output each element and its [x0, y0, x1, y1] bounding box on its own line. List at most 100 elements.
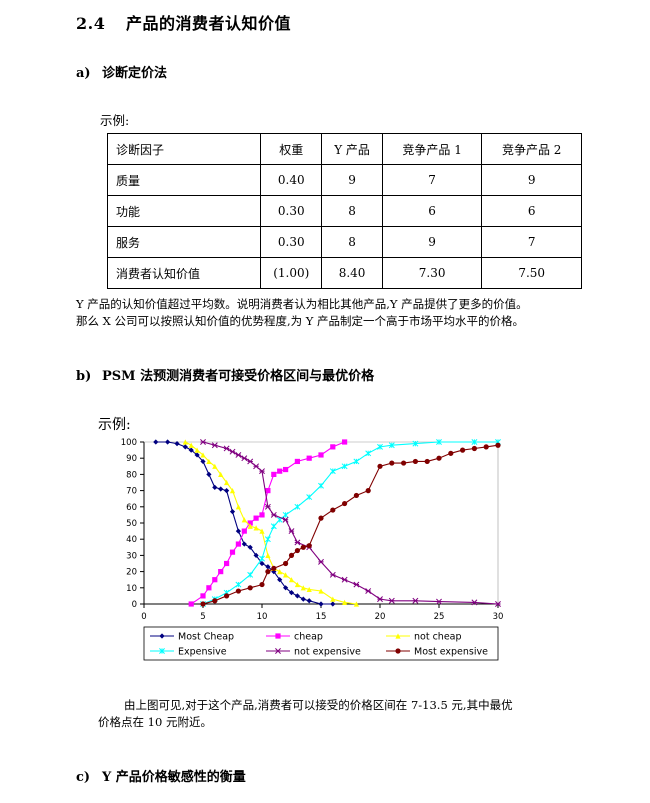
subsection-a-title: 诊断定价法	[102, 66, 168, 81]
section-number: 2.4	[76, 14, 106, 33]
data-point	[283, 560, 289, 567]
data-point	[330, 444, 336, 450]
example-label-b: 示例:	[98, 417, 131, 433]
y-tick-label: 60	[126, 503, 137, 513]
table-cell: 9	[481, 164, 582, 196]
table-cell: 9	[321, 164, 383, 196]
data-point	[200, 593, 206, 599]
table-cell: 质量	[106, 164, 262, 196]
data-point	[253, 525, 259, 531]
data-point	[495, 442, 501, 448]
data-point	[241, 528, 247, 534]
data-point	[283, 466, 289, 473]
table-header-cell: 竞争产品 2	[481, 133, 582, 165]
data-point	[253, 515, 259, 521]
x-tick-label: 30	[493, 612, 504, 622]
data-point	[342, 500, 348, 507]
data-point	[247, 585, 253, 591]
table-header-cell: 竞争产品 1	[381, 133, 483, 165]
section-heading: 2.4 产品的消费者认知价值	[76, 10, 291, 34]
table-cell: 8.40	[321, 257, 383, 289]
chart-axes: 0 10 20 30 40 50 60 70 80 90 100 0 5 10 15 20 25 30	[121, 438, 504, 622]
data-point	[264, 536, 271, 543]
table-cell: 7.50	[481, 257, 582, 289]
data-point	[294, 593, 300, 599]
data-point	[247, 544, 253, 550]
data-point	[229, 549, 236, 555]
legend-label: Expensive	[178, 647, 227, 658]
data-point	[353, 492, 359, 499]
data-point	[259, 468, 265, 475]
data-point	[212, 484, 218, 490]
data-point	[353, 458, 360, 465]
data-point	[259, 581, 265, 588]
data-point	[388, 442, 395, 449]
data-point	[300, 544, 306, 550]
data-point	[224, 479, 230, 486]
data-point	[329, 571, 336, 578]
table-cell: 0.30	[260, 226, 323, 258]
x-tick-label: 15	[316, 612, 327, 622]
data-point	[436, 598, 442, 605]
data-point	[377, 596, 383, 603]
y-tick-label: 50	[126, 519, 137, 529]
data-point	[294, 458, 300, 465]
paragraph-b-line-1: 由上图可见,对于这个产品,消费者可以接受的价格区间在 7-13.5 元,其中最优	[124, 698, 513, 712]
x-tick-label: 25	[434, 612, 445, 622]
data-point	[306, 586, 312, 593]
data-point	[495, 601, 501, 607]
data-point	[483, 444, 489, 450]
data-point	[218, 486, 224, 492]
data-point	[300, 596, 306, 602]
legend-box	[143, 626, 499, 661]
data-point	[300, 585, 306, 591]
data-point	[271, 471, 277, 477]
table-cell: 8	[321, 226, 383, 258]
paragraph-a: Y 产品的认知价值超过平均数。说明消费者认为相比其他产品,Y 产品提供了更多的价…	[76, 296, 528, 330]
series-line	[185, 441, 357, 605]
data-point	[318, 515, 324, 521]
table-cell: 9	[381, 226, 483, 258]
data-point	[436, 439, 442, 445]
subsection-c-title: Y 产品价格敏感性的衡量	[102, 770, 246, 785]
data-point	[265, 569, 271, 575]
data-point	[224, 593, 230, 599]
subsection-a-heading: a) 诊断定价法	[76, 62, 167, 81]
data-point	[318, 588, 324, 594]
data-point	[265, 488, 271, 494]
paragraph-b-line-2: 价格点在 10 元附近。	[98, 715, 212, 729]
data-point	[271, 565, 277, 571]
series-most-expensive	[200, 442, 501, 607]
data-point	[341, 576, 348, 583]
data-point	[436, 455, 442, 461]
data-point	[247, 523, 253, 529]
table-cell: 功能	[106, 195, 262, 227]
table-row: 消费者认知价值 (1.00) 8.40 7.30 7.50	[106, 257, 582, 289]
data-point	[235, 588, 241, 594]
data-point	[365, 450, 372, 457]
data-point	[218, 471, 224, 477]
data-point	[288, 590, 295, 596]
data-point	[259, 512, 265, 518]
data-point	[330, 601, 336, 607]
y-tick-label: 40	[126, 535, 137, 545]
data-point	[329, 468, 336, 475]
subsection-a-label: a)	[76, 66, 91, 81]
table-cell: (1.00)	[260, 257, 323, 289]
data-point	[229, 448, 236, 455]
legend-label: not cheap	[414, 632, 462, 643]
legend-swatch-marker	[275, 633, 281, 639]
data-point	[365, 488, 371, 494]
table-header-cell: 诊断因子	[106, 133, 262, 165]
subsection-c-label: c)	[76, 770, 91, 785]
data-point	[270, 511, 277, 518]
legend-label: Most expensive	[414, 647, 488, 658]
data-point	[259, 560, 265, 567]
data-point	[282, 511, 289, 518]
legend-swatch-marker	[159, 633, 165, 639]
data-point	[342, 599, 348, 605]
y-tick-label: 90	[126, 454, 137, 464]
data-point	[182, 439, 188, 445]
data-point	[241, 541, 247, 547]
data-point	[353, 581, 360, 588]
